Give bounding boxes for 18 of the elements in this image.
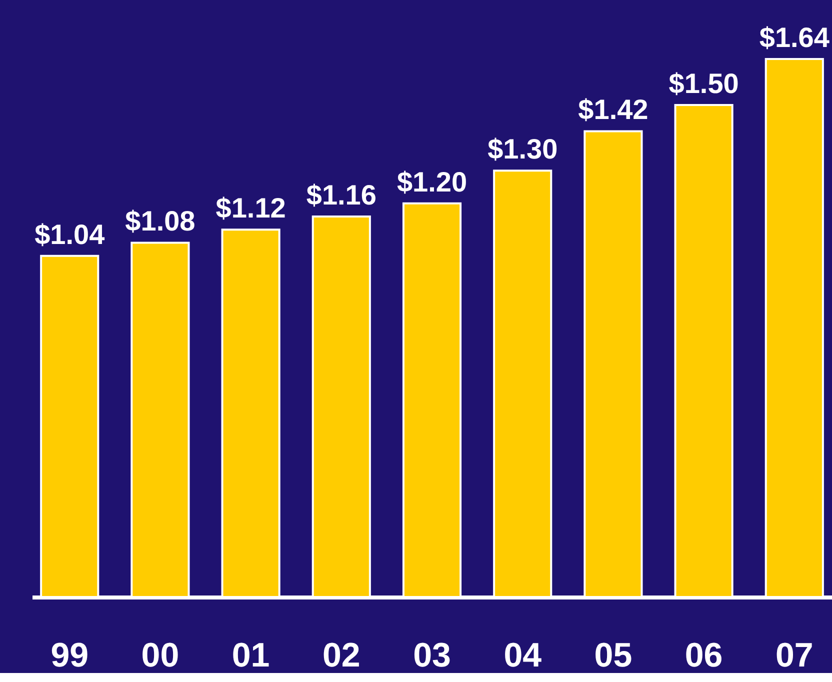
x-tick-label: 06 — [684, 636, 723, 674]
data-label: $1.16 — [306, 179, 376, 210]
data-label: $1.42 — [578, 94, 648, 126]
x-tick-label: 00 — [141, 636, 180, 674]
data-label: $1.30 — [488, 134, 558, 165]
data-label: $1.08 — [125, 206, 196, 237]
x-tick-label: 02 — [322, 636, 360, 674]
x-tick-label: 05 — [594, 636, 632, 674]
x-tick-label: 01 — [232, 636, 270, 674]
data-label: $1.04 — [34, 218, 106, 250]
data-label: $1.20 — [396, 166, 468, 198]
x-tick-label: 04 — [504, 636, 542, 674]
x-tick-label: 03 — [413, 636, 451, 674]
data-label: $1.64 — [759, 22, 830, 54]
x-tick-label: 07 — [775, 636, 814, 674]
data-label: $1.12 — [216, 192, 286, 224]
x-tick-label: 99 — [50, 636, 89, 674]
data-label: $1.50 — [668, 68, 739, 99]
